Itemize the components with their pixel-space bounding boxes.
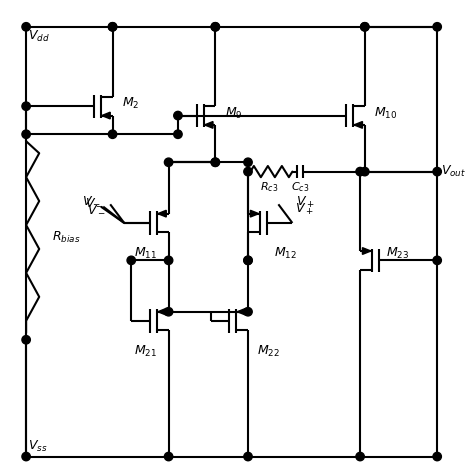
- Circle shape: [164, 158, 173, 166]
- Text: $M_{21}$: $M_{21}$: [134, 344, 156, 359]
- Circle shape: [109, 23, 117, 31]
- Circle shape: [164, 308, 173, 316]
- Polygon shape: [237, 309, 246, 315]
- Text: $V_+$: $V_+$: [295, 201, 313, 217]
- Polygon shape: [205, 121, 213, 128]
- Circle shape: [22, 130, 30, 138]
- Polygon shape: [363, 247, 371, 255]
- Circle shape: [174, 111, 182, 120]
- Circle shape: [211, 158, 219, 166]
- Text: $R_{c3}$: $R_{c3}$: [260, 180, 278, 194]
- Text: $V_{ss}$: $V_{ss}$: [28, 439, 48, 454]
- Text: $V_-$: $V_-$: [84, 195, 103, 209]
- Circle shape: [164, 452, 173, 461]
- Circle shape: [211, 23, 219, 31]
- Circle shape: [433, 256, 441, 264]
- Circle shape: [361, 167, 369, 176]
- Circle shape: [244, 158, 252, 166]
- Circle shape: [244, 256, 252, 264]
- Circle shape: [22, 452, 30, 461]
- Text: $M_{10}$: $M_{10}$: [374, 106, 398, 121]
- Text: $V_-$: $V_-$: [87, 202, 106, 216]
- Text: $V_{out}$: $V_{out}$: [441, 164, 466, 179]
- Circle shape: [356, 452, 365, 461]
- Circle shape: [244, 256, 252, 264]
- Text: $R_{bias}$: $R_{bias}$: [52, 229, 80, 245]
- Text: $M_2$: $M_2$: [122, 96, 139, 111]
- Text: $C_{c3}$: $C_{c3}$: [291, 180, 309, 194]
- Polygon shape: [158, 309, 166, 315]
- Text: $M_{23}$: $M_{23}$: [386, 246, 409, 261]
- Circle shape: [109, 23, 117, 31]
- Circle shape: [361, 23, 369, 31]
- Circle shape: [164, 256, 173, 264]
- Circle shape: [244, 308, 252, 316]
- Circle shape: [211, 23, 219, 31]
- Circle shape: [244, 452, 252, 461]
- Circle shape: [22, 102, 30, 110]
- Circle shape: [244, 167, 252, 176]
- Circle shape: [127, 256, 136, 264]
- Circle shape: [22, 336, 30, 344]
- Text: $M_9$: $M_9$: [225, 106, 242, 121]
- Circle shape: [433, 167, 441, 176]
- Text: $M_{11}$: $M_{11}$: [134, 246, 156, 261]
- Circle shape: [109, 130, 117, 138]
- Circle shape: [433, 452, 441, 461]
- Text: $V_{dd}$: $V_{dd}$: [28, 29, 50, 44]
- Circle shape: [211, 158, 219, 166]
- Text: $M_{12}$: $M_{12}$: [273, 246, 297, 261]
- Polygon shape: [354, 121, 363, 128]
- Circle shape: [433, 23, 441, 31]
- Polygon shape: [102, 112, 110, 119]
- Text: $V_-$: $V_-$: [82, 193, 101, 206]
- Text: $V_+$: $V_+$: [296, 194, 315, 210]
- Polygon shape: [158, 210, 166, 217]
- Text: $M_{22}$: $M_{22}$: [257, 344, 280, 359]
- Circle shape: [174, 130, 182, 138]
- Circle shape: [356, 167, 365, 176]
- Polygon shape: [250, 210, 259, 217]
- Circle shape: [361, 23, 369, 31]
- Circle shape: [22, 23, 30, 31]
